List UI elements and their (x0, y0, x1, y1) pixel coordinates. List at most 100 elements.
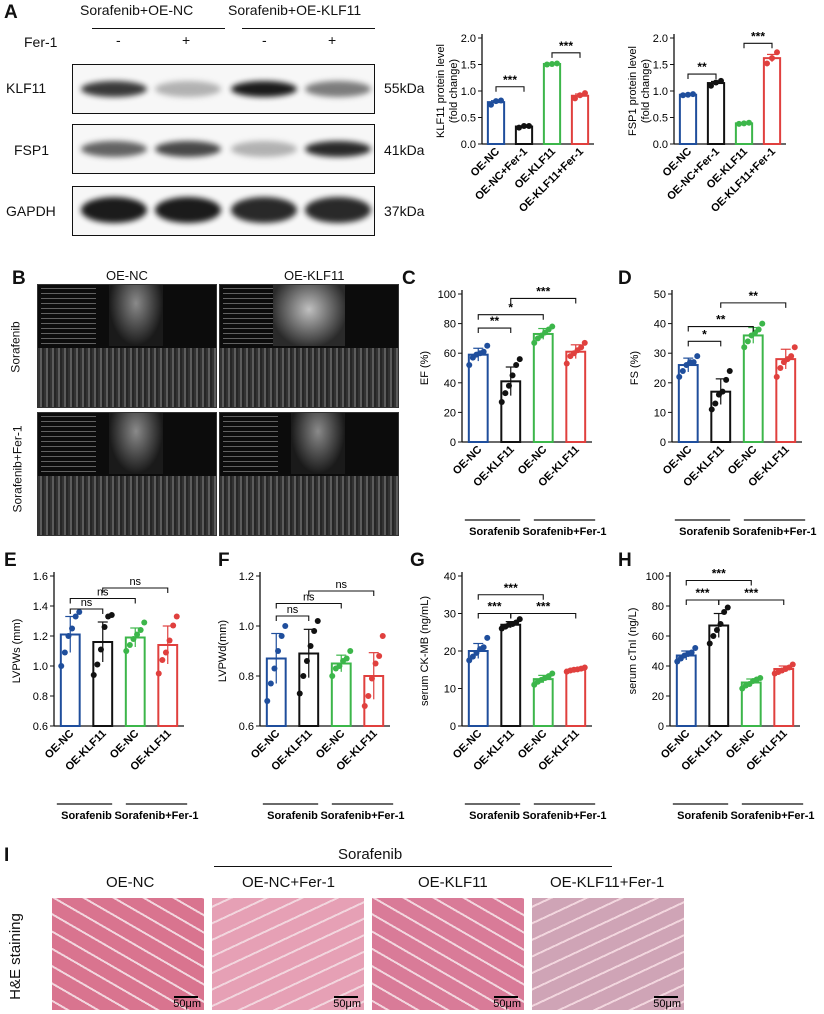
data-point (469, 653, 476, 660)
data-point (166, 637, 173, 644)
data-point (549, 60, 555, 67)
blot-treatment-label: Fer-1 (24, 34, 58, 50)
data-point (577, 92, 583, 99)
data-point (544, 61, 550, 68)
data-point (774, 49, 780, 56)
data-point (777, 365, 784, 371)
bar (708, 624, 730, 727)
blot-group2-label: Sorafenib+OE-KLF11 (228, 2, 362, 18)
he-title: OE-NC (106, 874, 155, 891)
y-tick-label: 1.5 (653, 60, 668, 72)
data-point (509, 372, 516, 379)
y-tick-label: 20 (654, 378, 666, 390)
data-point (741, 344, 748, 351)
data-point (69, 625, 76, 632)
data-point (108, 612, 115, 618)
data-point (718, 77, 724, 84)
data-point (376, 653, 383, 659)
data-point (65, 633, 72, 639)
significance-bracket (743, 42, 773, 49)
group-label: Sorafenib+Fer-1 (730, 810, 814, 822)
panel-letter-f: F (218, 550, 230, 571)
y-tick-label: 10 (654, 407, 666, 419)
bar (775, 358, 797, 443)
panel-letter-i: I (4, 845, 10, 866)
y-tick-label: 80 (444, 319, 456, 331)
blot-band (231, 141, 297, 157)
y-tick-label: 40 (444, 378, 456, 390)
data-point (282, 623, 289, 629)
group-label: Sorafenib+Fer-1 (320, 810, 404, 822)
significance-bracket (102, 587, 169, 593)
echo-image-fer1-oenc (37, 412, 217, 536)
y-tick-label: 1.6 (33, 571, 48, 583)
data-point (531, 339, 538, 346)
panel-letter-b: B (12, 268, 26, 289)
data-point (723, 376, 730, 383)
blot-row-klf11 (72, 64, 375, 114)
significance-bracket (720, 302, 787, 308)
data-point (97, 646, 104, 653)
y-axis-label: serum cTnI (ng/L) (627, 608, 639, 695)
significance-label: *** (503, 73, 517, 87)
bar (542, 62, 562, 145)
y-tick-label: 60 (652, 631, 664, 643)
echo-row2-label: Sorafenib+Fer-1 (10, 425, 25, 513)
data-point (155, 670, 162, 677)
data-point (680, 92, 686, 99)
significance-bracket (718, 599, 785, 605)
significance-label: * (508, 301, 513, 315)
y-tick-label: 30 (654, 348, 666, 360)
y-axis-label: FSP1 protein level (627, 46, 639, 136)
bar (678, 93, 698, 145)
significance-label: ns (129, 576, 141, 588)
significance-label: *** (536, 284, 550, 298)
bar (532, 332, 554, 443)
data-point (488, 101, 494, 108)
data-point (101, 624, 108, 630)
y-tick-label: 0.5 (653, 113, 668, 125)
data-point (466, 657, 473, 664)
data-point (521, 122, 527, 129)
data-point (379, 633, 386, 639)
blot-group1-line (92, 28, 225, 29)
data-point (498, 97, 504, 104)
blot-band (155, 141, 221, 157)
echo-col1-label: OE-NC (106, 268, 148, 283)
data-point (130, 636, 137, 642)
blot-band (305, 81, 371, 97)
echo-image-fer1-oeklf11 (219, 412, 399, 536)
data-point (134, 631, 141, 638)
y-tick-label: 0 (658, 721, 664, 733)
blot-band (155, 81, 221, 97)
data-point (581, 339, 588, 346)
group-label: Sorafenib+Fer-1 (522, 526, 606, 538)
data-point (311, 628, 318, 634)
data-point (278, 633, 285, 639)
panel-letter-h: H (618, 550, 632, 571)
he-image-oenc-fer1: 50μm (212, 898, 364, 1010)
data-point (757, 675, 764, 681)
panel-letter-a: A (4, 2, 18, 23)
data-point (300, 673, 307, 679)
data-point (549, 670, 556, 677)
significance-bracket (477, 314, 544, 320)
y-tick-label: 0 (450, 437, 456, 449)
chart-a2-fsp1: 0.0 0.5 1.0 1.5 2.0 FSP1 protein level (fold c… (627, 29, 786, 215)
y-tick-label: 20 (444, 407, 456, 419)
group-label: Sorafenib (61, 810, 112, 822)
bar (570, 94, 590, 145)
group-label: Sorafenib (469, 526, 520, 538)
data-point (296, 690, 303, 697)
significance-bracket (510, 612, 577, 619)
bar (675, 654, 697, 727)
y-tick-label: 30 (444, 609, 456, 621)
bar (565, 668, 587, 727)
y-tick-label: 1.4 (33, 601, 48, 613)
data-point (162, 649, 169, 656)
data-point (493, 98, 499, 105)
data-point (314, 618, 321, 624)
y-axis-label: (fold change) (640, 59, 652, 123)
